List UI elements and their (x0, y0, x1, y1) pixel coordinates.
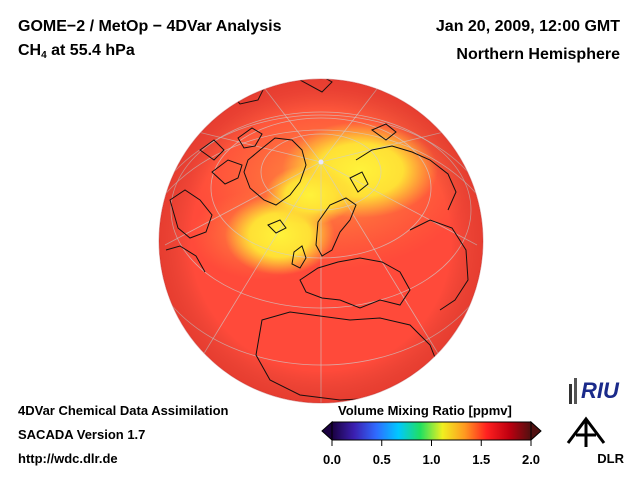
colorbar-ticks (331, 440, 532, 446)
svg-text:RIU: RIU (581, 378, 620, 403)
hemisphere-label: Northern Hemisphere (456, 46, 620, 63)
map-title: GOME−2 / MetOp − 4DVar Analysis (18, 18, 282, 35)
footer-version: SACADA Version 1.7 (18, 427, 146, 442)
globe-limb (158, 78, 484, 404)
colorbar-max-arrow (530, 420, 542, 442)
species-level-label: CH4 at 55.4 hPa (18, 42, 135, 61)
dlr-logo (566, 416, 606, 447)
colorbar-tick-label: 1.0 (422, 452, 441, 467)
footer-system: 4DVar Chemical Data Assimilation (18, 403, 229, 418)
north-pole-marker (318, 159, 324, 165)
colorbar-tick-label: 0.5 (372, 452, 391, 467)
colorbar-gradient (331, 421, 532, 441)
colorbar-tick-label: 0.0 (322, 452, 342, 467)
colorbar-min-arrow (321, 420, 333, 442)
analysis-date: Jan 20, 2009, 12:00 GMT (435, 18, 620, 35)
colorbar-title: Volume Mixing Ratio [ppmv] (338, 403, 512, 418)
dlr-logo-text: DLR (597, 451, 624, 466)
colorbar-tick-label: 2.0 (521, 452, 541, 467)
footer-url[interactable]: http://wdc.dlr.de (18, 451, 118, 466)
colorbar-tick-label: 1.5 (472, 452, 491, 467)
ch4-field (159, 79, 483, 403)
riu-logo: RIU (569, 378, 620, 404)
